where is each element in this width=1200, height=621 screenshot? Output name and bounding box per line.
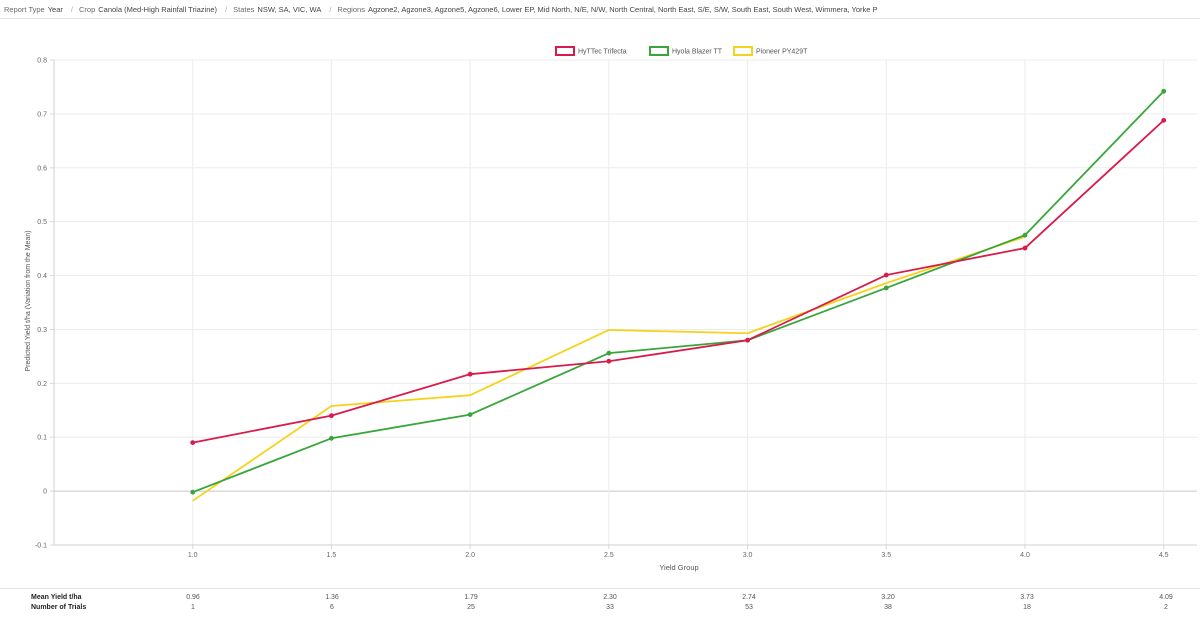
breadcrumb-value: Year <box>47 4 63 14</box>
trials-value: 53 <box>745 604 753 611</box>
series-line <box>192 119 1165 444</box>
mean-yield-value: 4.09 <box>1159 594 1173 601</box>
y-tick-label: 0.2 <box>37 381 47 388</box>
x-axis-label: Yield Group <box>659 563 698 572</box>
breadcrumb-regions[interactable]: Regions Agzone2, Agzone3, Agzone5, Agzon… <box>333 5 883 14</box>
y-tick-label: 0 <box>43 489 47 496</box>
data-point <box>1022 232 1028 238</box>
y-tick-label: 0.5 <box>37 219 47 226</box>
breadcrumb-separator: / <box>70 4 73 14</box>
breadcrumb-key: Crop <box>78 4 96 14</box>
legend-swatch <box>733 46 753 56</box>
breadcrumb-report-type[interactable]: Report Type Year <box>0 5 69 14</box>
mean-yield-value: 1.36 <box>325 594 339 601</box>
mean-yield-row: Mean Yield t/ha 0.96 1.36 1.79 2.30 2.74… <box>0 594 1200 604</box>
data-point <box>329 413 334 419</box>
breadcrumb-states[interactable]: States NSW, SA, VIC, WA <box>229 5 327 14</box>
x-tick-label: 1.0 <box>188 552 198 559</box>
breadcrumb-value: NSW, SA, VIC, WA <box>257 4 322 14</box>
trials-value: 6 <box>330 604 334 611</box>
legend-label: Pioneer PY429T <box>756 49 808 56</box>
x-tick-label: 1.5 <box>327 552 337 559</box>
data-point <box>1161 117 1167 123</box>
x-tick-label: 3.0 <box>743 552 753 559</box>
trials-value: 33 <box>606 604 614 611</box>
x-tick-label: 2.5 <box>604 552 614 559</box>
x-tick-label: 2.0 <box>465 552 475 559</box>
x-tick-label: 3.5 <box>881 552 891 559</box>
mean-yield-label: Mean Yield t/ha <box>31 594 82 601</box>
legend-item[interactable]: Hyola Blazer TT <box>649 46 723 56</box>
mean-yield-value: 3.73 <box>1020 594 1034 601</box>
breadcrumb: Report Type Year / Crop Canola (Med-High… <box>0 0 1200 19</box>
mean-yield-value: 3.20 <box>881 594 895 601</box>
breadcrumb-value: Canola (Med-High Rainfall Triazine) <box>98 4 218 14</box>
breadcrumb-key: Report Type <box>4 4 45 14</box>
mean-yield-value: 0.96 <box>186 594 200 601</box>
legend-swatch <box>555 46 575 56</box>
series-line <box>192 235 1026 502</box>
trials-value: 38 <box>884 604 892 611</box>
trials-value: 1 <box>191 604 195 611</box>
legend[interactable]: HyTTec Trifecta Hyola Blazer TT Pioneer PY… <box>555 46 808 56</box>
data-point <box>883 285 889 291</box>
data-point <box>467 371 473 377</box>
trials-value: 2 <box>1164 604 1168 611</box>
data-point <box>606 358 612 364</box>
series-pioneer-py429t <box>192 235 1026 502</box>
data-point <box>190 440 196 446</box>
data-point <box>1161 88 1167 94</box>
y-tick-label: 0.4 <box>37 273 47 280</box>
breadcrumb-value: Agzone2, Agzone3, Agzone5, Agzone6, Lowe… <box>367 4 878 14</box>
line-chart: -0.1 0 0.1 0.2 0.3 0.4 0.5 0.6 0.7 0.8 1.0 1.5 2.0 2.… <box>25 46 1197 572</box>
number-of-trials-row: Number of Trials 1 6 25 33 53 38 18 2 <box>0 604 1200 614</box>
legend-swatch <box>649 46 669 56</box>
series-hyttec-trifecta <box>190 117 1167 446</box>
y-axis-label: Predicted Yield t/ha (Variation from the… <box>25 230 32 371</box>
data-point <box>190 489 196 495</box>
yield-summary-table: Mean Yield t/ha 0.96 1.36 1.79 2.30 2.74… <box>0 588 1200 619</box>
trials-value: 18 <box>1023 604 1031 611</box>
legend-item[interactable]: Pioneer PY429T <box>733 46 808 56</box>
axes: -0.1 0 0.1 0.2 0.3 0.4 0.5 0.6 0.7 0.8 1.0 1.5 2.0 2.… <box>35 58 1197 559</box>
series <box>190 88 1167 502</box>
legend-label: HyTTec Trifecta <box>578 49 627 56</box>
breadcrumb-separator: / <box>329 4 332 14</box>
x-tick-label: 4.5 <box>1159 552 1169 559</box>
y-tick-label: 0.8 <box>37 58 47 65</box>
mean-yield-value: 2.30 <box>603 594 617 601</box>
data-point <box>1022 245 1028 251</box>
y-tick-label: 0.3 <box>37 327 47 334</box>
mean-yield-value: 1.79 <box>464 594 478 601</box>
y-tick-label: 0.7 <box>37 111 47 118</box>
series-hyola-blazer-tt <box>190 88 1167 495</box>
breadcrumb-separator: / <box>225 4 228 14</box>
series-line <box>192 90 1165 494</box>
data-point <box>329 435 334 441</box>
x-tick-label: 4.0 <box>1020 552 1030 559</box>
number-of-trials-label: Number of Trials <box>31 604 87 611</box>
y-tick-label: -0.1 <box>35 543 47 550</box>
legend-label: Hyola Blazer TT <box>672 49 723 56</box>
y-tick-label: 0.6 <box>37 165 47 172</box>
trials-value: 25 <box>467 604 475 611</box>
breadcrumb-key: Regions <box>337 4 365 14</box>
data-point <box>745 337 750 343</box>
y-tick-label: 0.1 <box>37 435 47 442</box>
grid <box>54 59 1197 546</box>
data-point <box>606 350 612 356</box>
breadcrumb-crop[interactable]: Crop Canola (Med-High Rainfall Triazine) <box>75 5 223 14</box>
data-point <box>467 412 473 417</box>
breadcrumb-key: States <box>233 4 255 14</box>
mean-yield-value: 2.74 <box>742 594 756 601</box>
legend-item[interactable]: HyTTec Trifecta <box>555 46 627 56</box>
data-point <box>883 272 889 278</box>
